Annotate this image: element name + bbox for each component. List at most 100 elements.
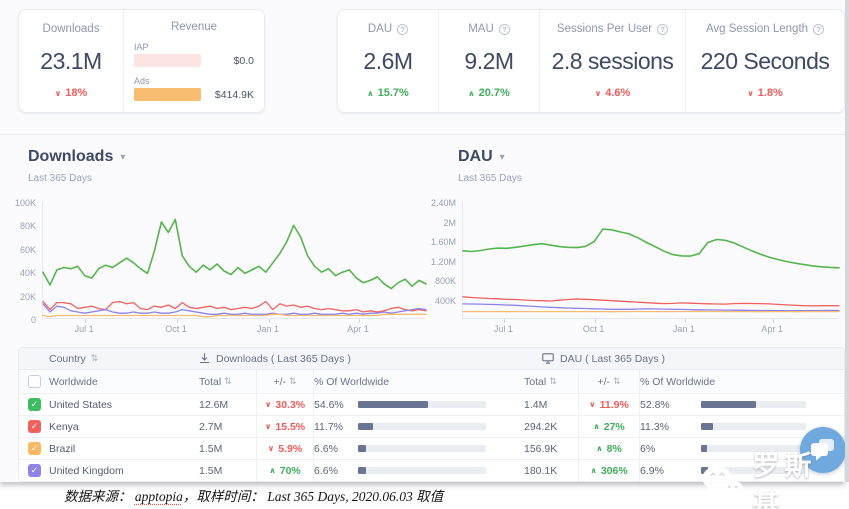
dau-share-bar [688, 394, 844, 415]
kpi-sessions-label: Sessions Per User [556, 23, 653, 35]
downloads-chart-subtitle: Last 365 Days [28, 173, 92, 184]
dau-chart-subtitle: Last 365 Days [458, 173, 522, 184]
downloads-chart-panel: Downloads ▾ Last 365 Days 100K 80K 60K 40K 2… [8, 142, 432, 344]
dau-delta-value: ∨ 11.9% [578, 394, 640, 415]
revenue-iap-row: IAP $0.0 [134, 42, 254, 67]
row-checkbox-cell: ✓ [19, 394, 49, 415]
dau-share-bar [688, 416, 844, 437]
revenue-ads-row: Ads $414.9K [134, 76, 254, 101]
trend-arrow-icon: ∨ [264, 422, 272, 431]
dau-pct-value: 6.9% [640, 464, 664, 477]
row-checkbox[interactable]: ✓ [28, 398, 41, 411]
iap-revenue-value: $0.0 [233, 54, 254, 67]
series-brazil [42, 313, 427, 318]
kpi-mau-delta: ∧ 20.7% [468, 87, 510, 99]
dau-total-value: 156.9K [524, 442, 558, 455]
kpi-card-engagement: DAU? 2.6M ∧ 15.7% MAU? 9.2M ∧ 20.7% Sessio… [337, 9, 845, 113]
country-name: Kenya [49, 420, 79, 433]
downloads-share-bar [358, 438, 502, 459]
column-header-country[interactable]: Country ⇅ [49, 352, 99, 365]
kpi-downloads-delta: ∨ 18% [54, 87, 88, 99]
dau-chart-metric-dropdown[interactable]: DAU ▾ [458, 148, 505, 165]
x-axis-tick [358, 319, 360, 323]
kpi-sessions-per-user: Sessions Per User? 2.8 sessions ∨ 4.6% [539, 10, 685, 112]
x-axis-tick [268, 319, 270, 323]
help-icon[interactable]: ? [813, 23, 825, 35]
download-icon[interactable] [199, 353, 210, 364]
section-divider [0, 134, 845, 135]
dau-pct-value: 6% [640, 442, 656, 455]
revenue-iap-label: IAP [134, 42, 149, 52]
downloads-total-value: 12.6M [199, 398, 229, 411]
downloads-delta-value: ∨ 5.9% [256, 438, 314, 459]
kpi-downloads-value: 23.1M [40, 47, 102, 74]
row-checkbox[interactable]: ✓ [28, 464, 41, 477]
y-axis-tick-label: 1.20M [430, 256, 456, 267]
y-axis-tick-label: 80K [19, 221, 36, 232]
worldwide-checkbox[interactable] [28, 375, 41, 388]
trend-arrow-icon: ∧ [593, 422, 600, 431]
row-checkbox-cell: ✓ [19, 438, 49, 459]
kpi-avg-session-delta: ∨ 1.8% [747, 87, 783, 99]
row-checkbox-cell: ✓ [19, 460, 49, 481]
chevron-down-icon: ▾ [120, 151, 126, 163]
table-row[interactable]: ✓ United Kingdom 1.5M ∧ 70% 6.6% 180.1K ∧… [19, 459, 844, 481]
table-row[interactable]: ✓ Kenya 2.7M ∨ 15.5% 11.7% 294.2K ∧ 27% 11… [19, 415, 844, 437]
kpi-mau-label: MAU [468, 23, 494, 35]
kpi-sessions-value: 2.8 sessions [551, 47, 674, 74]
y-axis-tick-label: 2.40M [430, 198, 456, 208]
downloads-pct-header: % Of Worldwide [314, 375, 390, 388]
dau-chart-svg [462, 228, 840, 313]
series-kenya [462, 296, 840, 307]
dau-line-chart [462, 202, 840, 323]
downloads-delta-value: ∨ 15.5% [256, 416, 314, 437]
series-united-states [42, 218, 427, 290]
downloads-y-axis: 100K 80K 60K 40K 20K 0 [8, 198, 36, 325]
downloads-total-header[interactable]: Total ⇅ [199, 375, 232, 388]
row-checkbox[interactable]: ✓ [28, 420, 41, 433]
downloads-pct-value: 54.6% [314, 398, 344, 411]
downloads-pct-value: 11.7% [314, 420, 343, 433]
help-icon[interactable]: ? [498, 23, 510, 35]
downloads-line-chart [42, 202, 427, 323]
help-icon[interactable]: ? [657, 23, 669, 35]
table-row[interactable]: ✓ United States 12.6M ∨ 30.3% 54.6% 1.4M … [19, 393, 844, 415]
check-icon: ✓ [30, 465, 39, 475]
kpi-avg-session-label: Avg Session Length [705, 23, 809, 35]
table-row[interactable]: ✓ Brazil 1.5M ∨ 5.9% 6.6% 156.9K ∧ 8% 6% [19, 437, 844, 459]
source-name: apptopia [134, 489, 183, 504]
kpi-dau: DAU? 2.6M ∧ 15.7% [338, 10, 438, 112]
table-body: ✓ United States 12.6M ∨ 30.3% 54.6% 1.4M … [19, 393, 844, 481]
kpi-mau-value: 9.2M [464, 47, 514, 74]
x-axis-tick-label: Jul 1 [493, 324, 513, 334]
downloads-chart-metric-dropdown[interactable]: Downloads ▾ [28, 148, 126, 165]
sort-icon: ⇅ [288, 376, 297, 386]
revenue-ads-label: Ads [134, 76, 150, 86]
downloads-delta-value: ∨ 30.3% [256, 394, 314, 415]
iap-revenue-bar [134, 54, 201, 67]
trend-arrow-icon: ∨ [747, 88, 754, 98]
y-axis-tick-label: 800K [434, 276, 456, 286]
dau-share-bar [688, 438, 844, 459]
page-edge-shadow [845, 0, 849, 482]
row-checkbox[interactable]: ✓ [28, 442, 41, 455]
sort-icon: ⇅ [612, 376, 621, 386]
sort-icon: ⇅ [549, 376, 557, 386]
chat-support-button[interactable] [800, 427, 846, 473]
downloads-delta-header[interactable]: +/- ⇅ [256, 370, 314, 393]
downloads-delta-value: ∧ 70% [256, 460, 314, 481]
check-icon: ✓ [30, 421, 39, 431]
chat-bubbles-icon [811, 439, 834, 461]
dau-total-value: 294.2K [524, 420, 558, 433]
x-axis-tick [773, 319, 775, 323]
dau-total-header[interactable]: Total ⇅ [524, 375, 557, 388]
dau-chart-panel: DAU ▾ Last 365 Days 2.40M 2M 1.60M 1.20M 800… [414, 142, 845, 344]
dau-total-value: 180.1K [524, 464, 558, 477]
series-united-kingdom [462, 303, 840, 312]
x-axis-tick [177, 319, 179, 323]
dau-delta-header[interactable]: +/- ⇅ [578, 370, 640, 393]
y-axis-tick-label: 1.60M [430, 237, 456, 247]
country-name: United Kingdom [49, 464, 124, 477]
help-icon[interactable]: ? [397, 23, 409, 35]
trend-arrow-icon: ∨ [54, 88, 62, 98]
